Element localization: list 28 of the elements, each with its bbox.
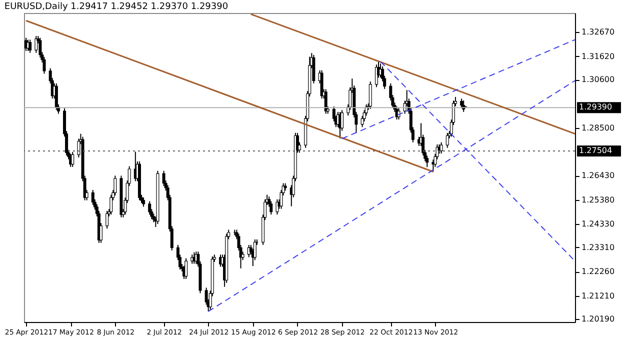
y-tick-label: 1.31620 [582, 52, 615, 61]
candlestick [91, 189, 94, 206]
y-tick-label: 1.20190 [582, 314, 615, 324]
y-tick-label: 1.28500 [582, 124, 615, 133]
candlestick [71, 151, 74, 168]
ref-line-label: 1.27504 [579, 146, 612, 155]
candlestick [42, 56, 46, 74]
y-tick-label: 1.21210 [582, 291, 615, 300]
candlestick [184, 258, 188, 280]
candlestick [142, 197, 146, 208]
y-tick-label: 1.32670 [582, 28, 615, 37]
y-tick-label: 1.24330 [582, 219, 615, 228]
y-tick-label: 1.30600 [582, 75, 615, 84]
candlestick [110, 194, 113, 216]
ref-line-label: 1.29390 [579, 102, 612, 112]
y-tick-label: 1.22260 [582, 267, 615, 276]
candlestick [38, 37, 42, 58]
candlestick [460, 98, 464, 109]
candlestick [28, 39, 32, 54]
y-tick-label: 1.23310 [582, 242, 615, 252]
candlestick [162, 170, 166, 187]
y-tick-label: 1.25380 [582, 195, 615, 204]
candlestick [106, 210, 109, 230]
y-tick-label: 1.26430 [582, 171, 615, 180]
candlestick [148, 200, 152, 216]
chart-title: EURUSD,Daily 1.29417 1.29452 1.29370 1.29390 [4, 2, 228, 12]
candlestick [270, 200, 273, 216]
candlestick [446, 132, 449, 148]
